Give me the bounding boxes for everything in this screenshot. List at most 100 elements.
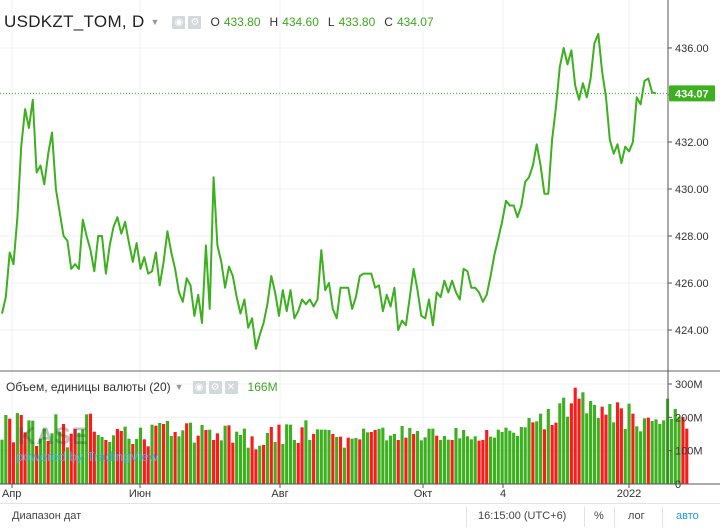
volume-bar <box>531 422 535 484</box>
price-tick-label: 428.00 <box>675 231 709 243</box>
volume-bar <box>188 422 193 484</box>
volume-bar <box>646 417 650 484</box>
volume-bar <box>469 439 473 484</box>
volume-legend: Объем, единицы валюты (20) ▼ ◉ ⚙ ✕ 166M <box>6 380 278 394</box>
kase-logo: KASE <box>18 423 89 450</box>
close-icon[interactable]: ✕ <box>224 380 238 394</box>
low-value: 433.80 <box>338 15 376 29</box>
date-range-button[interactable]: Диапазон дат <box>12 510 82 522</box>
volume-bar <box>285 424 289 484</box>
volume-bar <box>304 420 308 484</box>
volume-bar <box>462 430 466 484</box>
volume-bar <box>100 437 104 484</box>
auto-scale-button[interactable]: авто <box>676 510 699 522</box>
volume-bar <box>573 387 577 484</box>
chevron-down-icon[interactable]: ▼ <box>150 17 160 27</box>
volume-bar <box>627 403 631 484</box>
high-label: H <box>269 15 279 29</box>
log-scale-button[interactable]: лог <box>628 510 645 522</box>
percent-scale-button[interactable]: % <box>594 510 604 522</box>
volume-bar <box>492 437 496 484</box>
volume-bar <box>65 447 69 484</box>
volume-bar <box>54 414 58 484</box>
volume-bar <box>658 424 662 484</box>
volume-bar <box>212 440 216 484</box>
volume-bar <box>254 449 258 484</box>
volume-bar <box>523 427 527 484</box>
volume-bar <box>562 397 566 484</box>
volume-bar <box>362 428 366 484</box>
volume-bar <box>181 430 185 484</box>
eye-icon[interactable]: ◉ <box>172 15 186 29</box>
volume-bar <box>19 415 23 484</box>
volume-bar <box>23 432 27 484</box>
volume-bar <box>165 421 169 484</box>
volume-bar <box>358 439 362 484</box>
volume-bar <box>342 447 346 484</box>
volume-bar <box>223 425 227 484</box>
volume-bar <box>258 445 262 484</box>
volume-bar <box>315 429 320 484</box>
volume-bar <box>115 429 119 484</box>
volume-bar <box>242 428 246 484</box>
volume-bar <box>85 414 89 484</box>
volume-bar <box>11 442 16 484</box>
volume-bar <box>38 438 43 484</box>
volume-bar <box>596 418 600 484</box>
settings-icon[interactable]: ⚙ <box>208 380 222 394</box>
volume-bar <box>489 436 493 484</box>
volume-bar <box>542 429 547 484</box>
volume-bar <box>458 438 462 484</box>
settings-icon[interactable]: ⚙ <box>188 15 202 29</box>
volume-bar <box>415 431 420 484</box>
volume-bar <box>323 429 327 484</box>
price-tick-label: 436.00 <box>675 43 709 55</box>
symbol-title[interactable]: USDKZT_TOM, D <box>4 12 145 31</box>
volume-bar <box>454 428 458 484</box>
volume-bar <box>569 403 573 484</box>
volume-bar <box>196 435 200 484</box>
volume-bar <box>392 434 396 484</box>
volume-bar <box>185 423 189 484</box>
volume-title[interactable]: Объем, единицы валюты (20) <box>6 380 171 394</box>
volume-bar <box>577 398 581 484</box>
volume-bar <box>373 430 377 484</box>
volume-bar <box>354 438 358 484</box>
volume-bar <box>431 428 435 484</box>
volume-bar <box>485 430 489 484</box>
volume-bar <box>515 436 520 484</box>
volume-bar <box>81 429 85 484</box>
volume-bar <box>319 429 323 484</box>
time-tick-label: Авг <box>271 488 288 500</box>
last-price-label: 434.07 <box>675 88 709 100</box>
volume-bar <box>404 437 408 484</box>
price-tick-label: 432.00 <box>675 137 709 149</box>
eye-icon[interactable]: ◉ <box>192 380 206 394</box>
volume-bar <box>92 431 96 484</box>
last-price-label-bg <box>669 85 715 102</box>
volume-bar <box>15 413 19 484</box>
volume-bar <box>327 430 331 484</box>
chevron-down-icon[interactable]: ▼ <box>174 382 184 392</box>
volume-bar <box>677 416 681 484</box>
volume-bar <box>331 434 335 484</box>
volume-bar <box>154 425 158 484</box>
chart-canvas[interactable]: 436.00434.00432.00430.00428.00426.00424.… <box>0 0 720 503</box>
volume-bar <box>111 435 116 484</box>
volume-bar <box>281 444 285 484</box>
volume-bar <box>442 436 446 484</box>
time-tick-label: Июн <box>129 488 151 500</box>
clock-readout[interactable]: 16:15:00 (UTC+6) <box>478 510 567 522</box>
volume-bar <box>669 419 673 484</box>
volume-bar <box>31 420 35 484</box>
volume-value: 166M <box>247 380 278 394</box>
volume-bar <box>235 431 239 484</box>
divider <box>614 507 615 527</box>
volume-bar <box>4 415 8 484</box>
volume-tick-label: 300M <box>675 379 703 391</box>
close-value: 434.07 <box>396 15 434 29</box>
volume-bar <box>269 427 273 484</box>
volume-bar <box>262 445 266 484</box>
volume-bar <box>654 419 658 484</box>
time-tick-label: 4 <box>500 488 506 500</box>
